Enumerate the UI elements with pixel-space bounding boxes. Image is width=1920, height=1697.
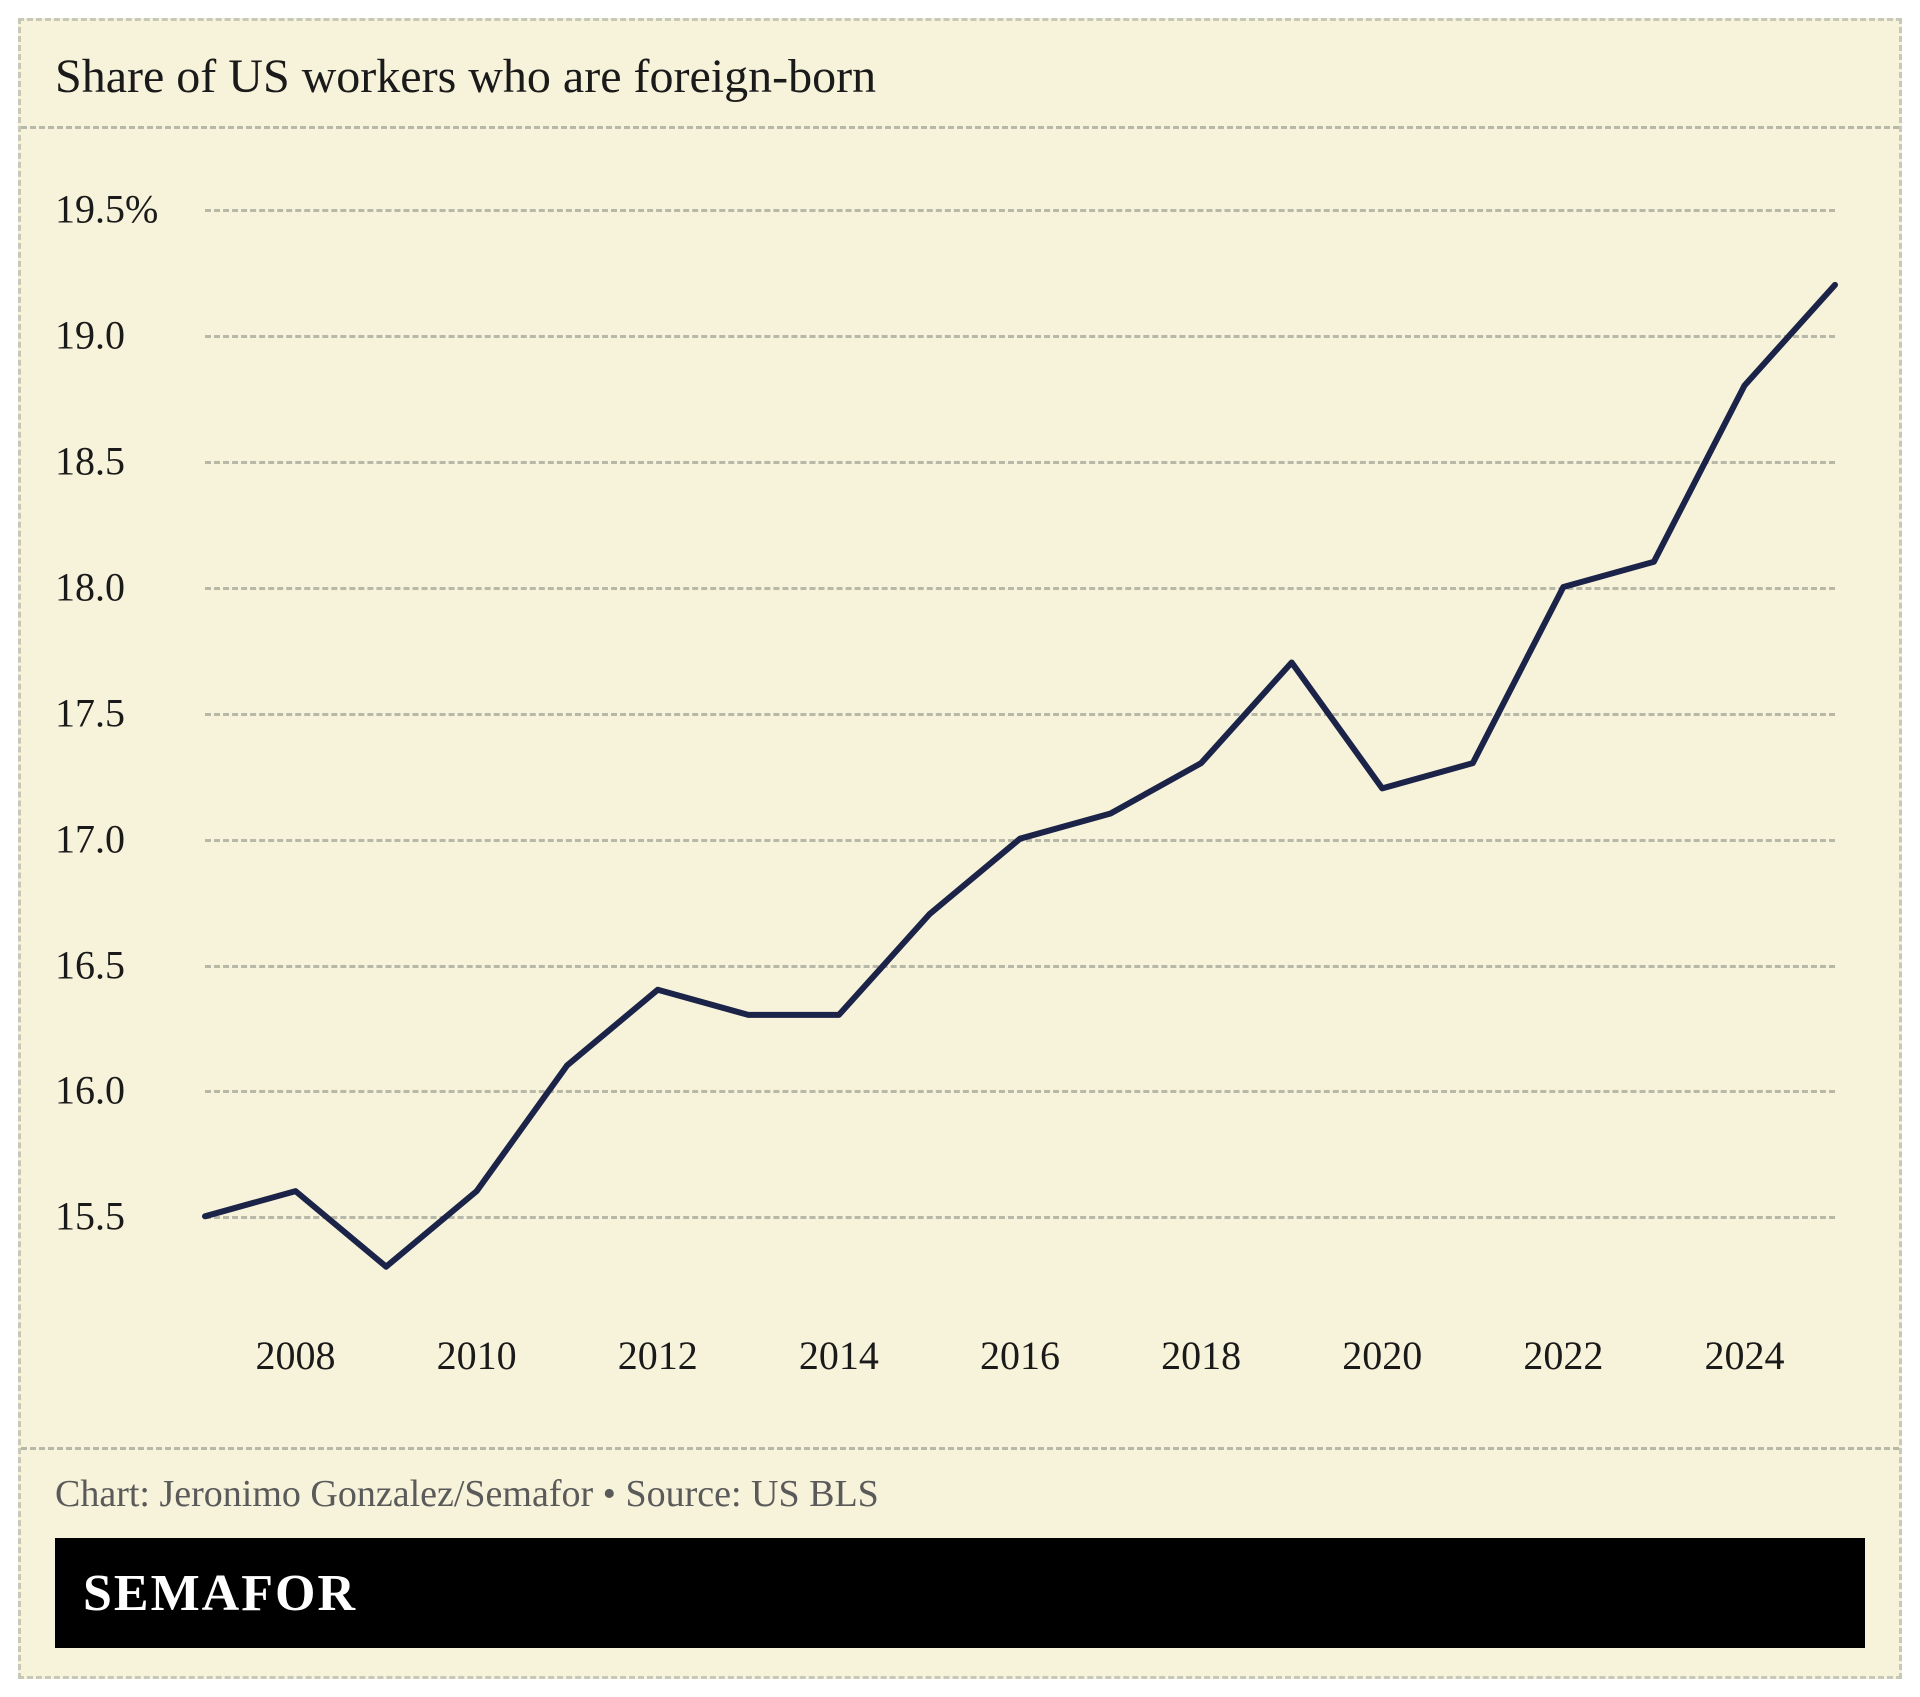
grid-area — [205, 159, 1835, 1317]
y-tick-label: 16.5 — [55, 941, 125, 988]
y-tick-label: 17.5 — [55, 689, 125, 736]
line-series — [205, 159, 1835, 1317]
brand-wordmark: SEMAFOR — [83, 1564, 357, 1623]
x-tick-label: 2014 — [799, 1332, 879, 1379]
y-tick-label: 17.0 — [55, 815, 125, 862]
y-tick-label: 19.5% — [55, 186, 158, 233]
x-tick-label: 2010 — [437, 1332, 517, 1379]
y-tick-label: 18.5 — [55, 438, 125, 485]
brand-bar: SEMAFOR — [55, 1538, 1865, 1648]
x-tick-label: 2012 — [618, 1332, 698, 1379]
x-tick-label: 2020 — [1342, 1332, 1422, 1379]
plot-wrap: 15.5 16.0 16.5 17.0 17.5 18.0 18.5 19.0 19.5% 20… — [21, 129, 1899, 1447]
x-tick-label: 2008 — [256, 1332, 336, 1379]
x-tick-label: 2016 — [980, 1332, 1060, 1379]
y-tick-label: 19.0 — [55, 312, 125, 359]
x-tick-label: 2018 — [1161, 1332, 1241, 1379]
x-tick-label: 2024 — [1704, 1332, 1784, 1379]
x-axis-labels: 2008 2010 2012 2014 2016 2018 2020 2022 2024 — [205, 1332, 1835, 1382]
y-tick-label: 18.0 — [55, 563, 125, 610]
chart-card: Share of US workers who are foreign-born… — [18, 18, 1902, 1679]
data-line — [205, 285, 1835, 1267]
plot-area: 15.5 16.0 16.5 17.0 17.5 18.0 18.5 19.0 19.5% 20… — [55, 159, 1865, 1437]
y-tick-label: 16.0 — [55, 1067, 125, 1114]
y-tick-label: 15.5 — [55, 1193, 125, 1240]
x-tick-label: 2022 — [1523, 1332, 1603, 1379]
chart-card-outer: Share of US workers who are foreign-born… — [0, 0, 1920, 1697]
source-text: Chart: Jeronimo Gonzalez/Semafor • Sourc… — [21, 1447, 1899, 1538]
chart-title: Share of US workers who are foreign-born — [21, 21, 1899, 129]
y-axis-labels: 15.5 16.0 16.5 17.0 17.5 18.0 18.5 19.0 19.5% — [55, 159, 195, 1437]
